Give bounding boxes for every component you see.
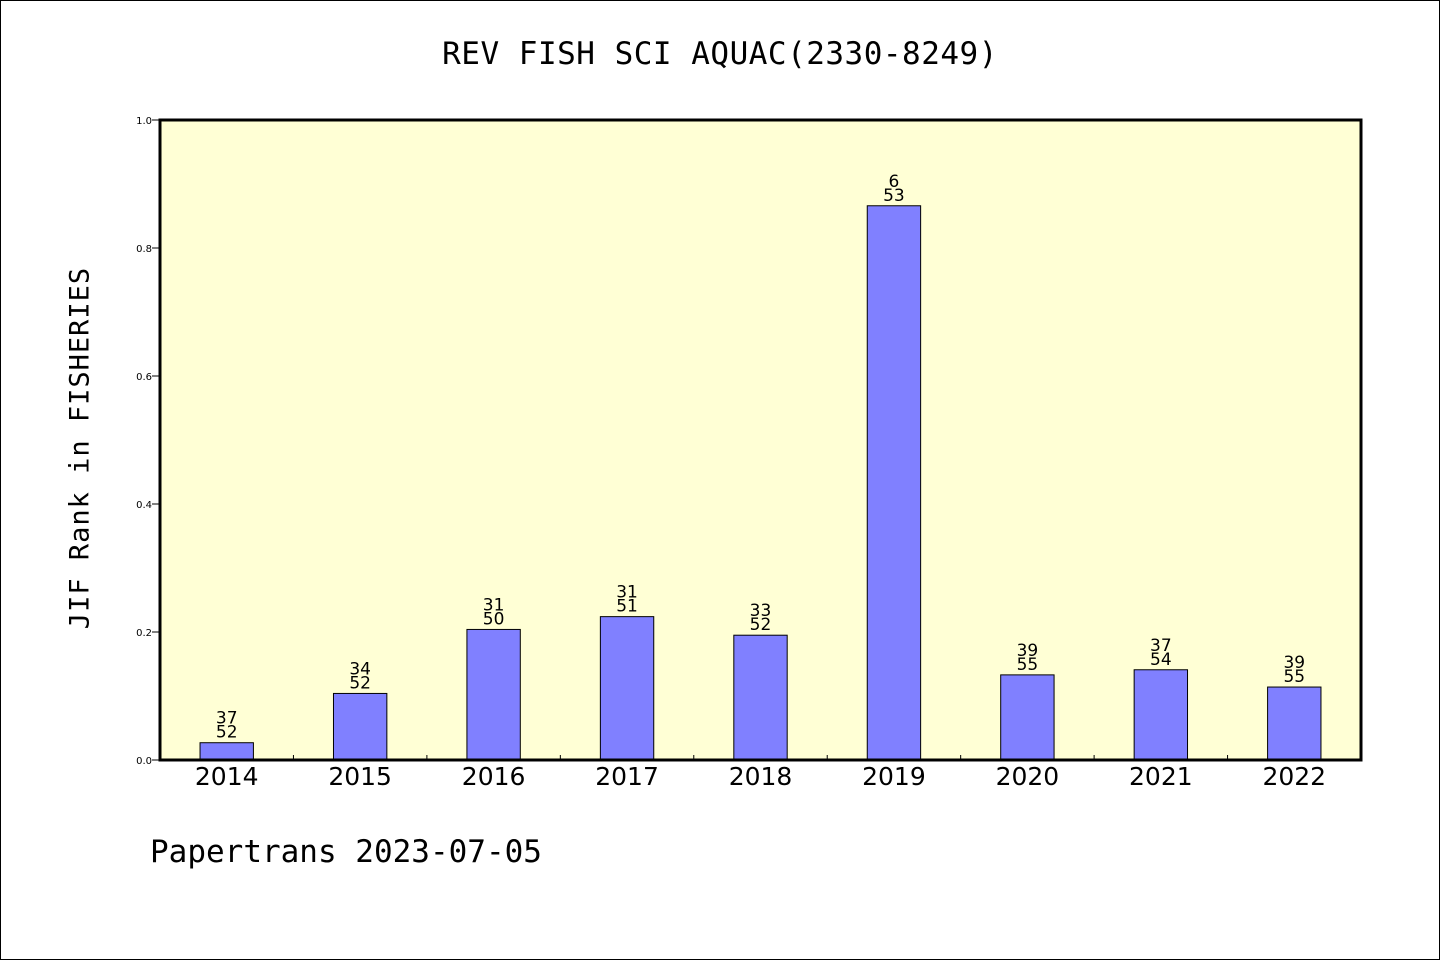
- bar-total-label: 55: [1283, 667, 1305, 687]
- x-tick-label: 2021: [1129, 762, 1193, 791]
- bar-2015: [332, 692, 388, 761]
- bar-2016: [466, 628, 521, 761]
- plot-border: [158, 118, 1363, 762]
- bar-2021: [1133, 669, 1189, 761]
- x-tick-label: 2022: [1262, 762, 1326, 791]
- bar-total-label: 54: [1150, 650, 1172, 670]
- bar-2017: [599, 616, 655, 761]
- chart-title: REV FISH SCI AQUAC(2330-8249): [442, 36, 998, 72]
- axes-group: 0.0 0.2 0.4 0.6 0.8 1.0 2014 2015 2016 2017 2018 20…: [136, 116, 1326, 791]
- y-tick-label: 0.8: [136, 244, 152, 255]
- bar-total-label: 52: [750, 615, 772, 635]
- x-tick-label: 2016: [462, 762, 526, 791]
- y-tick-label: 0.2: [136, 628, 152, 639]
- bar-2019: [866, 205, 922, 761]
- bar-rank-label: 33: [750, 601, 772, 621]
- footer-note: Papertrans 2023-07-05: [150, 834, 542, 870]
- bar-total-label: 52: [349, 673, 371, 693]
- bar-total-label: 55: [1017, 655, 1039, 675]
- bar-2018: [733, 634, 788, 761]
- x-tick-label: 2020: [996, 762, 1060, 791]
- bar-2022: [1267, 686, 1322, 761]
- x-tick-label: 2015: [328, 762, 392, 791]
- bar-2014: [199, 742, 254, 761]
- x-tick-label: 2019: [862, 762, 926, 791]
- bar-total-label: 53: [883, 186, 905, 206]
- x-tick-label: 2017: [595, 762, 659, 791]
- bar-total-label: 50: [483, 609, 505, 629]
- x-tick-label: 2014: [195, 762, 259, 791]
- bar-rank-label: 39: [1283, 653, 1305, 673]
- bar-total-label: 52: [216, 723, 238, 743]
- bar-total-label: 51: [616, 597, 638, 617]
- bar-rank-label: 37: [1150, 636, 1172, 656]
- y-tick-label: 1.0: [136, 116, 152, 127]
- bar-rank-label: 37: [216, 709, 238, 729]
- bar-rank-label: 31: [483, 595, 505, 615]
- y-tick-label: 0.6: [136, 372, 152, 383]
- bar-rank-label: 34: [349, 659, 371, 679]
- bar-rank-label: 6: [889, 172, 900, 192]
- bar-rank-label: 31: [616, 583, 638, 603]
- bar-rank-label: 39: [1017, 641, 1039, 661]
- y-tick-label: 0.0: [136, 756, 152, 767]
- bar-2020: [1000, 674, 1055, 761]
- y-tick-label: 0.4: [136, 500, 152, 511]
- x-tick-label: 2018: [729, 762, 793, 791]
